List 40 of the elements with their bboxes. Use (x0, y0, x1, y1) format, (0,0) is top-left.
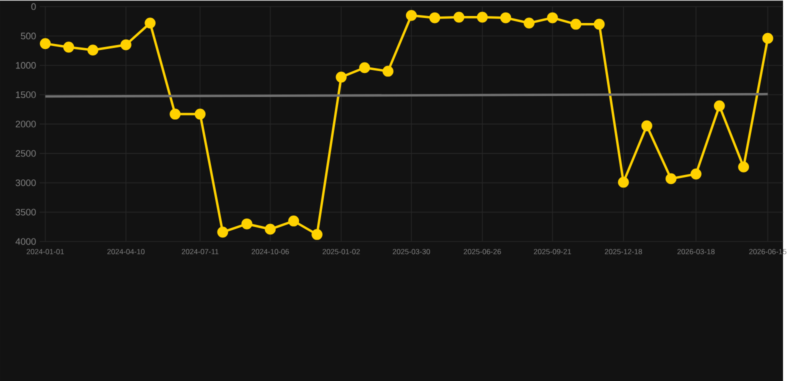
point (359, 62, 370, 74)
point (453, 12, 464, 22)
point (241, 218, 252, 230)
y-tick-label: 0 (31, 3, 36, 10)
point (87, 44, 98, 56)
point (170, 108, 181, 120)
y-tick-label: 3500 (16, 208, 36, 216)
point (594, 18, 605, 30)
point (762, 32, 774, 44)
y-tick-label: 1500 (16, 91, 36, 98)
point (40, 38, 51, 49)
point (476, 12, 488, 22)
point (217, 226, 228, 238)
point (547, 12, 558, 24)
point (666, 173, 676, 184)
point (500, 12, 512, 24)
point (382, 66, 394, 77)
y-tick-label: 2500 (16, 150, 36, 157)
point (524, 17, 535, 28)
y-tick-label: 500 (20, 32, 36, 40)
y-tick-label: 2000 (16, 120, 36, 128)
point (63, 42, 74, 52)
point (570, 18, 582, 30)
y-tick-label: 3000 (16, 179, 36, 186)
point (264, 224, 276, 235)
point (406, 10, 417, 21)
point (312, 228, 322, 240)
point (714, 100, 725, 112)
point (144, 17, 156, 28)
y-tick-label: 4000 (16, 238, 36, 245)
point (738, 161, 750, 172)
point (288, 215, 300, 226)
y-tick-label: 1000 (16, 62, 36, 69)
point (618, 176, 629, 188)
point (429, 12, 440, 24)
point (120, 39, 132, 50)
point (641, 120, 652, 132)
point (336, 72, 347, 82)
point (690, 168, 702, 180)
point (194, 108, 206, 120)
